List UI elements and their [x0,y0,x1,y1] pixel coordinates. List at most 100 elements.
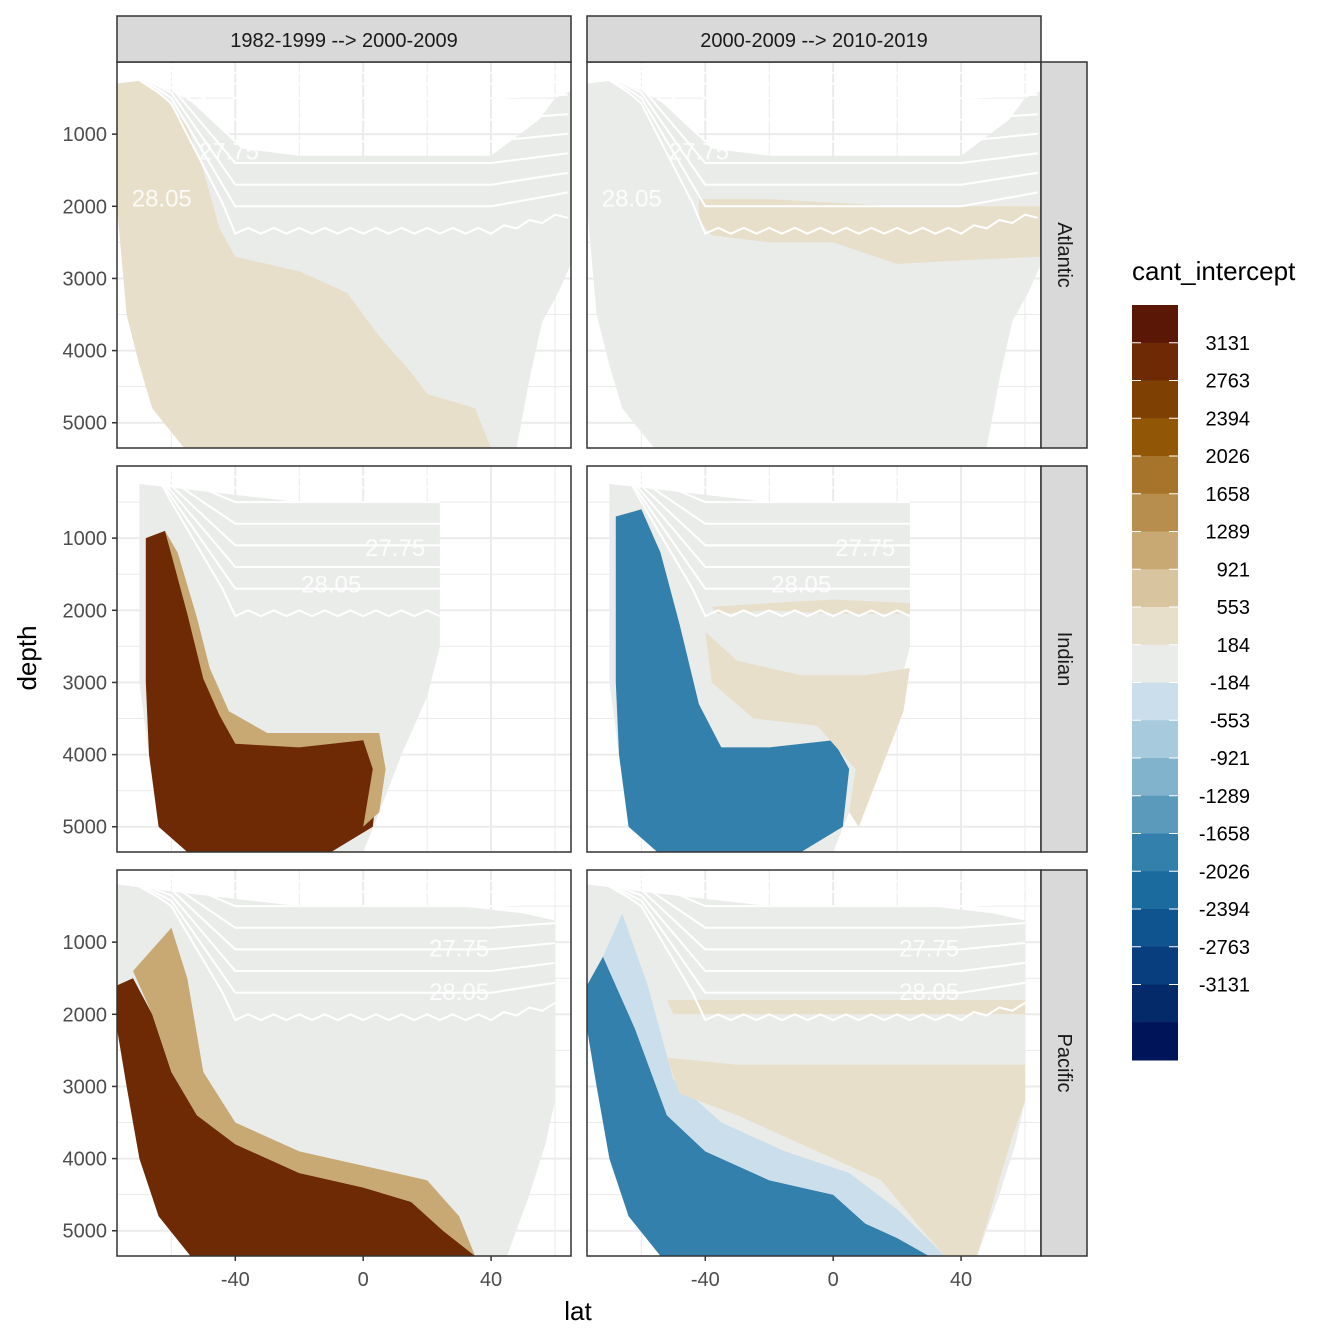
legend-swatch [1132,342,1178,381]
legend-swatch [1132,607,1178,646]
isopycnal-label: 28.05 [602,185,662,212]
x-tick-label: 40 [950,1269,972,1291]
legend-swatch [1132,531,1178,570]
isopycnal-label: 26 [836,45,863,72]
y-tick-label: 1000 [63,124,108,146]
legend-swatch [1132,984,1178,1023]
anomaly-patch [603,913,946,1256]
isopycnal-line [590,63,1038,74]
strip-column [586,15,1042,63]
isopycnal-label: 26 [238,853,265,880]
y-tick-label: 4000 [63,745,108,767]
anomaly-patch [698,199,1041,264]
isopycnal-line [120,874,556,908]
anomaly-patch [711,599,910,614]
isopycnal-line [145,467,440,478]
isopycnal-label: 28.05 [429,979,489,1006]
legend-swatch [1132,758,1178,797]
y-tick-label: 4000 [63,341,108,363]
y-tick-label: 1000 [63,528,108,550]
legend-label: -2394 [1199,899,1250,921]
isopycnal-label: 26 [366,45,393,72]
legend-label: -2763 [1199,937,1250,959]
y-tick-label: 5000 [63,413,108,435]
isopycnal-line [589,874,1026,951]
legend-swatch [1132,833,1178,872]
y-tick-label: 4000 [63,1149,108,1171]
legend-label: -1289 [1199,786,1250,808]
isopycnal-line [589,66,1038,186]
isopycnal-line [589,66,1038,164]
isopycnal-label: 27 [724,871,751,898]
anomaly-patch [133,927,476,1256]
isopycnal-line [615,470,910,547]
isopycnal-line [120,66,568,85]
x-tick-label: 0 [358,1269,369,1291]
legend-label: 921 [1217,559,1250,581]
isopycnal-line [145,470,441,618]
legend-label: 184 [1217,635,1250,657]
legend-swatch [1132,305,1178,344]
legend-swatch [1132,569,1178,608]
legend-label: 2026 [1206,446,1251,468]
isopycnal-label: 28.05 [301,571,361,598]
isopycnal-line [589,874,1026,1022]
y-tick-label: 5000 [63,817,108,839]
isopycnal-line [119,66,568,208]
isopycnal-line [615,470,910,525]
legend-swatch [1132,946,1178,985]
legend-swatch [1132,418,1178,457]
strip-row-label: Pacific [1053,1034,1075,1093]
isopycnal-label: 27 [190,66,217,93]
strip-column-label: 2000-2009 --> 2010-2019 [700,30,927,52]
isopycnal-line [119,66,568,186]
anomaly-patch [705,631,910,827]
panels: 27.7528.05262727.7528.05262727.7528.0526… [116,45,1042,1257]
isopycnal-label: 27.75 [199,138,259,165]
strip-row [1040,61,1088,449]
isopycnal-line [120,66,568,100]
y-tick-label: 2000 [63,1004,108,1026]
legend-label: -3131 [1199,975,1250,997]
legend-swatch [1132,644,1178,683]
legend-label: 553 [1217,597,1250,619]
isopycnal-label: 27.75 [835,535,895,562]
legend-label: -1658 [1199,824,1250,846]
axes: 1000200030004000500010002000300040005000… [63,124,973,1291]
legend-title: cant_intercept [1132,256,1296,286]
anomaly-patch [117,978,476,1256]
isopycnal-label: 27.75 [899,936,959,963]
y-tick-label: 3000 [63,268,108,290]
x-tick-label: -40 [691,1269,720,1291]
isopycnal-line [615,470,910,590]
legend: cant_intercept 3131 2763 2394 2026 1658 1289 9… [1132,256,1296,1061]
isopycnal-label: 26 [238,449,265,476]
legend-swatch [1132,456,1178,495]
isopycnal-label: 26 [708,853,735,880]
legend-swatch [1132,795,1178,834]
strips: 1982-1999 --> 2000-2009 2000-2009 --> 201… [116,15,1088,1257]
panel-border [116,869,572,1257]
isopycnal-line [145,470,440,504]
isopycnal-line [589,66,1038,208]
isopycnal-line [615,470,911,618]
legend-swatch [1132,493,1178,532]
isopycnal-line [589,874,1026,929]
isopycnal-label: 26 [708,449,735,476]
isopycnal-label: 27.75 [365,535,425,562]
isopycnal-line [120,871,556,882]
legend-swatch [1132,380,1178,419]
anomaly-patch [587,956,930,1256]
legend-swatch [1132,871,1178,910]
legend-label: -184 [1210,673,1250,695]
y-tick-label: 5000 [63,1221,108,1243]
panel-atlantic-2: 27.75 28.05 26 27 [586,45,1042,449]
isopycnal-line [615,470,910,489]
isopycnal-line [145,470,440,547]
